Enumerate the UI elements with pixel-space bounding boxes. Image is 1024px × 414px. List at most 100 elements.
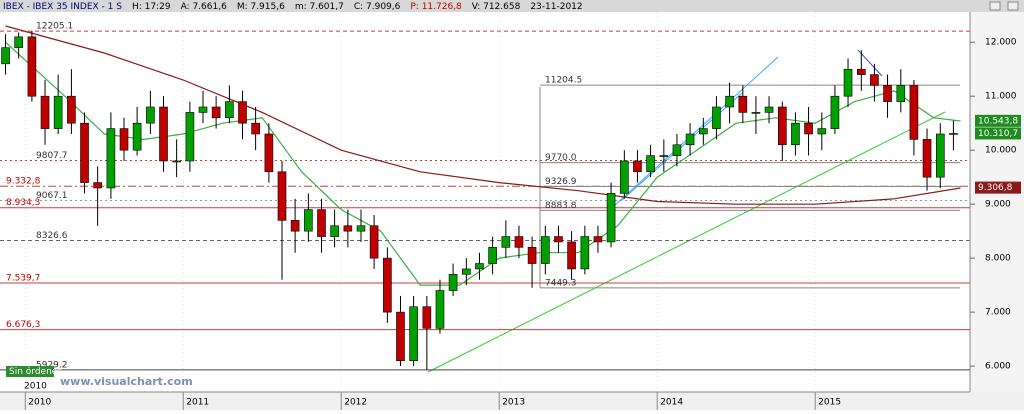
header-item: 23-11-2012 [530,2,582,12]
candle-body [304,209,313,232]
candle-body [593,236,603,243]
candle-body [106,128,116,189]
candle-body [277,171,287,221]
candle-body [725,95,734,108]
moving-average [5,41,961,286]
candle-body [343,225,353,232]
level-label: 8326.6 [36,231,68,241]
candle-body [751,112,761,114]
candle-body [672,144,682,156]
price-badge-label: 9.306,8 [978,183,1013,193]
candle-body [317,209,326,237]
candle-body [804,122,813,135]
candle-body [646,155,655,173]
price-badge [975,181,1021,194]
candle-body [383,257,392,313]
candle-body [462,268,471,275]
candle-body [264,133,274,173]
price-badge-label: 10.543,8 [978,116,1018,126]
status-label: Sin órdenes [9,366,62,377]
candle-body [67,95,76,124]
y-tick-label: 9.000 [985,200,1011,210]
candle-body [330,225,339,237]
candle-body [896,85,906,102]
level-label: 8883.8 [545,201,577,211]
candle-body [712,106,721,129]
candle-body [541,236,550,264]
level-label: 8.934,3 [6,198,40,208]
level-label: 12205.1 [36,22,73,32]
trend-line [621,92,743,201]
x-tick-label: 2012 [344,398,367,408]
candle-body [830,95,840,129]
candle-body [778,106,787,146]
candle-body [132,122,142,151]
moving-average [5,25,961,205]
trend-line [857,49,883,77]
candle-body [567,241,576,270]
candle-body [738,95,748,113]
window-button[interactable] [1007,1,1019,11]
y-tick-label: 6.000 [985,362,1011,372]
header-item: H: 17:29 [132,2,171,12]
candle-body [949,133,958,135]
candle-body [606,193,616,243]
header: IBEX - IBEX 35 INDEX - 1 S H: 17:29 A: 7.6… [3,2,583,12]
candle-body [488,247,497,264]
x-tick-label: 2014 [660,398,683,408]
candle-body [909,85,919,140]
candle-body [159,106,168,162]
candle-body [514,236,524,248]
candle-body [409,306,418,361]
level-label: 9326.9 [545,177,577,187]
y-tick-label: 10.000 [985,146,1017,156]
level-label: 5929.2 [36,360,68,370]
candle-body [119,128,129,151]
level-label: 9067.1 [36,191,68,201]
candle-body [857,68,866,75]
x-tick-label: 2013 [502,398,525,408]
watermark: www.visualchart.com [60,375,193,388]
x-tick-label: 2011 [186,398,209,408]
candle-body [185,112,195,162]
candle-body [448,274,458,291]
price-badge [975,114,1021,127]
candle-body [396,311,405,361]
candle-body [40,95,50,129]
candle-body [93,182,102,189]
price-badge-label: 10.310,7 [978,129,1018,139]
level-label: 7.539,7 [6,273,40,283]
candle-body [922,139,932,178]
candle-body [422,306,432,329]
x-tick-label: 2015 [818,398,841,408]
trend-line [427,111,946,373]
header-item: P: 11.726,8 [410,2,462,12]
candle-body [817,128,827,135]
trend-line [614,56,779,206]
y-tick-label: 7.000 [985,308,1011,318]
candle-body [146,106,155,124]
candle-body [475,263,484,270]
header-item: V: 712.658 [472,2,521,12]
candle-body [554,236,563,243]
time-axis-area [0,392,1024,410]
level-label: 11204.5 [545,76,582,86]
candle-body [633,160,642,173]
header-item: M: 7.915,6 [237,2,285,12]
level-label: 9.332,8 [6,177,41,187]
candle-body [843,68,853,97]
candle-body [883,85,892,102]
window-button[interactable] [989,1,1001,11]
price-axis-area [970,12,1024,392]
header-item: A: 7.661,6 [181,2,228,12]
candle-body [501,236,511,248]
y-tick-label: 12.000 [985,38,1017,48]
level-label: 6.676,3 [6,320,40,330]
candle-body [580,236,590,270]
candle-body [290,220,300,232]
candle-body [27,36,37,97]
candle-body [80,122,89,183]
corner-year: 2010 [24,382,47,392]
candle-body [356,225,366,232]
candle-body [764,106,774,113]
